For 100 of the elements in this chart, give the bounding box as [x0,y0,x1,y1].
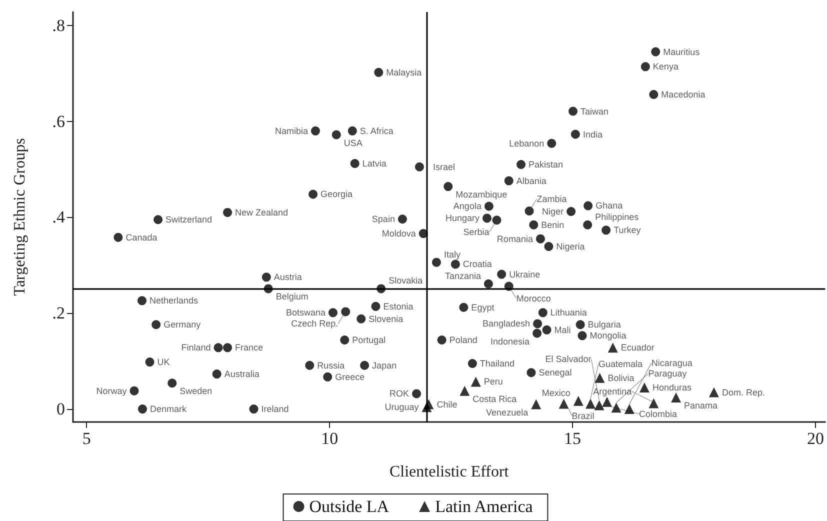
y-tick-label: 0 [56,400,65,419]
data-label: Peru [484,376,503,387]
data-label: Portugal [352,335,386,345]
x-axis-title: Clientelistic Effort [389,464,510,480]
y-axis-title: Targeting Ethnic Groups [12,138,28,296]
data-label: Uruguay [384,402,420,412]
data-label: Niger [542,206,564,216]
data-label: Ghana [596,200,623,211]
data-label: Israel [432,162,455,172]
data-label: Pakistan [528,159,564,170]
data-label: Morocco [516,293,551,304]
data-label: Dom. Rep. [722,387,765,398]
data-label: Kenya [652,62,678,72]
data-label: Japan [372,360,397,370]
data-label: Colombia [639,408,678,419]
data-label: Mongolia [590,330,626,341]
point [611,402,622,413]
point [558,398,569,409]
y-tick-label: .2 [52,304,65,323]
data-label: Ukraine [509,269,540,280]
data-label: Tanzania [444,270,481,281]
y-tick-label: .4 [52,208,66,227]
data-label: Denmark [150,404,187,414]
data-label: Canada [126,232,158,242]
data-label: Spain [372,214,395,224]
x-tick-label: 20 [807,429,824,448]
data-label: Thailand [480,358,514,368]
data-label: Georgia [320,189,353,200]
data-label: Macedonia [661,89,706,100]
data-label: Botswana [286,308,326,318]
data-label: Hungary [445,213,480,224]
data-label: S. Africa [360,126,394,136]
data-label: Honduras [652,382,692,392]
x-tick-label: 10 [321,429,338,448]
data-label: France [235,342,264,353]
data-label: Angola [453,201,482,212]
data-label: Nicaragua [651,358,692,368]
data-label: Russia [317,360,345,370]
data-label: UK [157,357,170,368]
data-label: Austria [274,272,302,282]
data-label: Italy [444,249,461,260]
data-label: Egypt [471,302,495,312]
x-tick-label: 15 [564,429,582,448]
data-label: Netherlands [150,296,199,306]
data-label: Zambia [536,194,567,204]
data-label: Sweden [180,386,212,396]
data-label: Slovenia [368,314,404,324]
data-label: Bolivia [608,372,634,383]
data-label: Bulgaria [588,320,621,330]
y-tick-label: .6 [52,112,65,131]
data-label: Venezuela [486,407,528,418]
data-label: Serbia [463,227,490,238]
data-label: Slovakia [388,276,423,286]
data-label: ROK [390,388,410,399]
data-label: Turkey [614,225,642,236]
data-label: Romania [496,234,533,244]
point [648,398,659,408]
data-label: Ireland [261,404,289,414]
point [531,399,542,410]
point [639,382,650,392]
data-label: Lebanon [509,138,544,148]
point [460,386,470,396]
data-label: Albania [516,176,546,186]
point [470,376,481,387]
point [586,398,596,409]
data-label: New Zealand [235,207,288,218]
data-label: Greece [335,372,365,382]
point [671,392,682,403]
data-label: Mali [554,324,571,335]
data-label: Czech Rep. [291,318,338,329]
data-label: Nigeria [556,241,585,252]
data-label: Benin [541,220,564,230]
data-label: Australia [224,369,260,380]
data-label: Namibia [274,126,308,136]
point [594,400,604,410]
point [608,342,618,353]
data-label: Panama [684,400,718,411]
data-label: Croatia [462,259,492,270]
data-label: Finland [181,342,211,353]
data-label: Poland [449,335,478,345]
data-label: Germany [164,320,202,330]
data-label: Costa Rica [472,394,517,404]
legend-label: Outside LA [309,497,390,516]
point [708,387,719,398]
data-label: Moldova [382,228,416,239]
data-label: El Salvador [545,354,592,364]
data-label: Lithuania [550,308,587,318]
data-label: Indonesia [490,336,530,346]
y-tick-label: .8 [52,16,65,35]
data-label: Norway [96,386,128,396]
data-label: Brazil [572,410,594,421]
data-label: Bangladesh [482,318,530,329]
x-tick-label: 5 [82,429,91,448]
data-label: Estonia [383,301,414,312]
point [594,372,605,383]
data-label: Ecuador [620,342,654,353]
data-label: Latvia [362,158,386,169]
data-label: Malaysia [386,67,422,78]
point [624,404,634,414]
data-label: Switzerland [166,214,212,225]
